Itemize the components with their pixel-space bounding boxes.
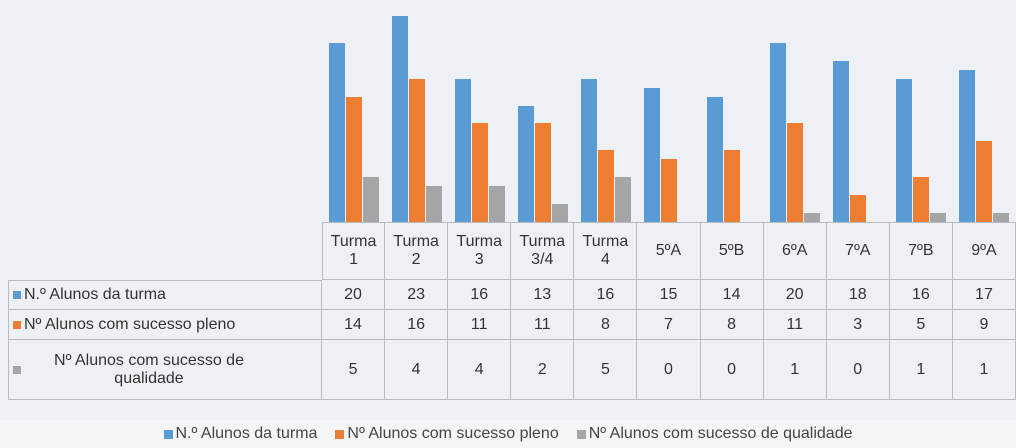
bar bbox=[896, 78, 913, 222]
row-header: Nº Alunos com sucesso de qualidade bbox=[8, 340, 322, 400]
bar bbox=[707, 96, 724, 222]
table-value: 8 bbox=[574, 310, 638, 340]
category-label: Turma 3 bbox=[448, 222, 512, 280]
category-label: 9ºA bbox=[952, 222, 1016, 280]
table-value: 3 bbox=[826, 310, 890, 340]
bar bbox=[661, 159, 677, 222]
bar bbox=[959, 69, 976, 222]
table-value: 23 bbox=[385, 280, 449, 310]
table-value: 13 bbox=[511, 280, 575, 310]
table-value: 4 bbox=[385, 340, 449, 400]
table-value: 11 bbox=[763, 310, 827, 340]
row-label: Nº Alunos com sucesso de qualidade bbox=[54, 351, 244, 387]
bar bbox=[804, 213, 821, 222]
bar bbox=[471, 123, 488, 222]
bar bbox=[345, 96, 362, 222]
table-value: 9 bbox=[952, 310, 1016, 340]
row-header: N.º Alunos da turma bbox=[8, 280, 322, 310]
bar bbox=[724, 150, 741, 222]
table-value: 5 bbox=[574, 340, 638, 400]
bar bbox=[551, 204, 568, 222]
table-value: 14 bbox=[700, 280, 764, 310]
bar bbox=[644, 87, 660, 222]
table-value: 11 bbox=[511, 310, 575, 340]
legend-label: Nº Alunos com sucesso de qualidade bbox=[588, 425, 853, 442]
legend-marker bbox=[13, 365, 21, 374]
bar bbox=[580, 78, 597, 222]
category-label: Turma 1 bbox=[322, 222, 386, 280]
bar bbox=[850, 195, 867, 222]
table-value: 2 bbox=[511, 340, 575, 400]
legend-marker bbox=[163, 429, 173, 439]
table-value: 7 bbox=[637, 310, 701, 340]
legend-marker bbox=[13, 320, 21, 329]
table-value: 8 bbox=[700, 310, 764, 340]
legend-label: Nº Alunos com sucesso pleno bbox=[347, 425, 559, 442]
category-label: 5ºB bbox=[700, 222, 764, 280]
category-label: 6ºA bbox=[763, 222, 827, 280]
bar bbox=[425, 186, 442, 222]
table-value: 16 bbox=[889, 280, 953, 310]
bar bbox=[993, 213, 1010, 222]
legend-label: N.º Alunos da turma bbox=[175, 425, 318, 442]
table-value: 4 bbox=[448, 340, 512, 400]
table-value: 18 bbox=[826, 280, 890, 310]
bar bbox=[517, 105, 534, 222]
legend-item: N.º Alunos da turma bbox=[163, 425, 318, 443]
legend-item: Nº Alunos com sucesso de qualidade bbox=[576, 425, 853, 443]
legend: N.º Alunos da turma Nº Alunos com sucesso… bbox=[0, 420, 1016, 448]
table-value: 1 bbox=[763, 340, 827, 400]
category-label: Turma 2 bbox=[385, 222, 449, 280]
table-value: 17 bbox=[952, 280, 1016, 310]
table-value: 16 bbox=[448, 280, 512, 310]
legend-item: Nº Alunos com sucesso pleno bbox=[335, 425, 559, 443]
bar bbox=[597, 150, 614, 222]
category-label: Turma 3/4 bbox=[511, 222, 575, 280]
category-label: 7ºB bbox=[889, 222, 953, 280]
legend-marker bbox=[576, 429, 586, 439]
row-label: N.º Alunos da turma bbox=[24, 286, 166, 303]
bar bbox=[408, 78, 425, 222]
legend-marker bbox=[13, 291, 21, 299]
legend-marker bbox=[335, 429, 345, 439]
table-value: 20 bbox=[763, 280, 827, 310]
bar bbox=[913, 177, 930, 222]
category-label: Turma 4 bbox=[574, 222, 638, 280]
bar bbox=[614, 177, 631, 222]
table-value: 0 bbox=[826, 340, 890, 400]
table-value: 14 bbox=[322, 310, 386, 340]
bar bbox=[534, 123, 551, 222]
bar bbox=[328, 42, 345, 222]
bar bbox=[454, 78, 471, 222]
table-value: 15 bbox=[637, 280, 701, 310]
table-value: 5 bbox=[889, 310, 953, 340]
bar bbox=[930, 213, 947, 222]
table-value: 11 bbox=[448, 310, 512, 340]
table-value: 16 bbox=[385, 310, 449, 340]
bar bbox=[488, 186, 505, 222]
bar bbox=[391, 16, 408, 222]
table-value: 16 bbox=[574, 280, 638, 310]
row-header: Nº Alunos com sucesso pleno bbox=[8, 310, 322, 340]
table-value: 20 bbox=[322, 280, 386, 310]
table-value: 5 bbox=[322, 340, 386, 400]
bar bbox=[976, 141, 993, 222]
table-value: 1 bbox=[952, 340, 1016, 400]
table-value: 0 bbox=[637, 340, 701, 400]
bar bbox=[787, 123, 804, 222]
row-label: Nº Alunos com sucesso pleno bbox=[24, 315, 236, 333]
table-value: 0 bbox=[700, 340, 764, 400]
bar bbox=[770, 42, 787, 222]
category-label: 7ºA bbox=[826, 222, 890, 280]
bar bbox=[362, 177, 379, 222]
category-label: 5ºA bbox=[637, 222, 701, 280]
bar bbox=[833, 60, 850, 222]
table-value: 1 bbox=[889, 340, 953, 400]
